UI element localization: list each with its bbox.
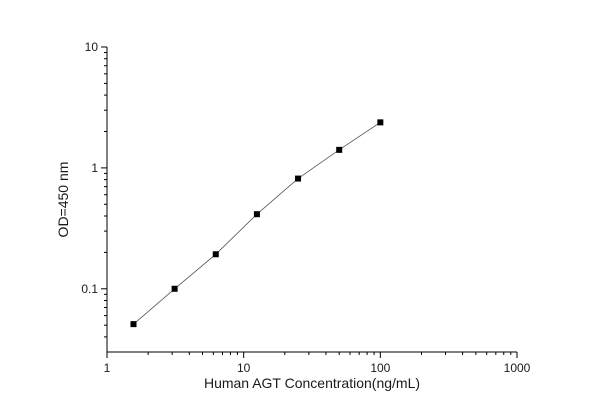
data-point [171,285,178,292]
series-line [133,122,381,325]
data-points [130,119,384,328]
y-tick-label: 1 [91,161,98,175]
data-point [130,321,137,328]
x-axis-ticks [106,352,518,358]
y-axis-ticks [101,46,107,338]
y-tick-label: 10 [85,40,99,54]
x-tick-label: 1000 [504,361,531,375]
x-tick-label: 10 [237,361,251,375]
x-axis-tick-labels: 1 10 100 1000 [104,361,531,375]
data-point [336,146,343,153]
x-axis-title: Human AGT Concentration(ng/mL) [204,375,420,391]
plot-area: 1 10 100 1000 0.1 1 10 [81,40,530,375]
data-point [253,211,260,218]
data-point [295,175,302,182]
data-point [212,251,219,258]
x-tick-label: 100 [370,361,390,375]
x-tick-label: 1 [104,361,111,375]
y-tick-label: 0.1 [81,282,98,296]
data-point [377,119,384,126]
y-axis-tick-labels: 0.1 1 10 [81,40,98,296]
y-axis-title: OD=450 nm [55,162,71,238]
